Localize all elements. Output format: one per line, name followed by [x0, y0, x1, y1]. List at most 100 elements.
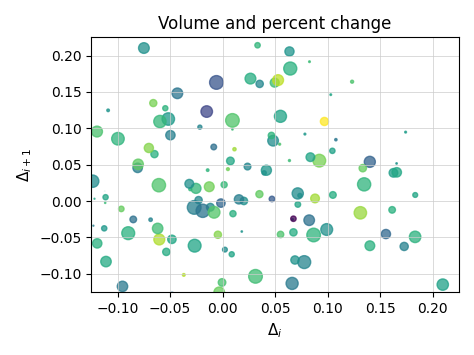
Point	[274, 77, 282, 83]
Point	[227, 158, 234, 164]
Point	[301, 131, 309, 137]
Point	[286, 49, 293, 54]
Point	[90, 223, 97, 229]
Point	[294, 191, 301, 196]
Point	[104, 108, 112, 113]
Point	[235, 197, 243, 202]
Point	[125, 230, 132, 236]
Point	[151, 151, 158, 157]
Point	[228, 126, 236, 132]
Point	[155, 237, 163, 242]
Point	[221, 247, 229, 252]
Point	[254, 43, 261, 48]
Point	[276, 141, 283, 147]
Point	[76, 260, 83, 266]
Point	[180, 272, 188, 278]
Point	[215, 290, 223, 295]
Point	[173, 91, 181, 96]
Point	[320, 119, 328, 124]
Point	[231, 146, 238, 152]
Point	[291, 257, 299, 263]
Point	[85, 255, 92, 260]
Point	[93, 241, 101, 246]
Y-axis label: $\Delta_{i+1}$: $\Delta_{i+1}$	[15, 147, 34, 182]
Point	[327, 92, 335, 98]
Point	[164, 312, 172, 318]
Point	[382, 231, 390, 237]
Point	[164, 116, 172, 122]
Point	[289, 217, 296, 222]
Point	[203, 109, 210, 114]
Point	[191, 243, 199, 248]
Point	[114, 136, 122, 142]
Point	[71, 220, 78, 226]
Point	[140, 45, 148, 51]
Point	[168, 236, 176, 242]
Point	[149, 100, 157, 106]
Point	[411, 234, 419, 240]
Point	[205, 184, 213, 190]
Point	[162, 105, 169, 111]
Point	[100, 225, 108, 231]
Point	[89, 178, 97, 184]
Point	[328, 148, 336, 154]
Point	[118, 284, 126, 289]
Point	[277, 114, 284, 119]
Point	[414, 338, 422, 343]
Point	[366, 243, 374, 248]
Point	[240, 198, 247, 204]
Point	[39, 187, 46, 192]
Point	[102, 259, 110, 264]
Point	[290, 216, 297, 222]
Point	[21, 271, 28, 277]
Point	[388, 207, 396, 213]
Point	[129, 217, 137, 222]
Point	[269, 138, 277, 143]
Point	[290, 230, 297, 235]
Point	[305, 217, 313, 223]
Point	[102, 195, 109, 200]
Point	[218, 280, 226, 285]
Point	[220, 299, 228, 304]
Point	[260, 170, 268, 176]
Point	[228, 251, 236, 257]
Point	[348, 79, 356, 84]
Point	[402, 129, 410, 135]
Point	[263, 168, 270, 173]
Point	[224, 166, 232, 172]
Point	[296, 193, 304, 198]
Point	[286, 66, 294, 71]
Point	[91, 196, 98, 202]
Point	[210, 144, 218, 150]
Point	[238, 229, 246, 234]
Point	[73, 221, 81, 227]
Point	[220, 182, 228, 187]
Point	[252, 273, 259, 279]
Point	[167, 132, 174, 138]
X-axis label: $\Delta_i$: $\Delta_i$	[267, 321, 283, 340]
Point	[156, 119, 164, 124]
Point	[366, 159, 374, 165]
Point	[393, 169, 401, 175]
Point	[390, 170, 397, 176]
Point	[135, 162, 142, 167]
Point	[306, 59, 313, 65]
Point	[192, 186, 200, 191]
Point	[356, 210, 364, 215]
Point	[332, 137, 340, 143]
Point	[46, 197, 53, 202]
Point	[134, 165, 141, 171]
Point	[393, 160, 401, 166]
Point	[76, 280, 84, 286]
Point	[316, 158, 323, 164]
Point	[246, 76, 254, 81]
Point	[123, 317, 130, 323]
Point	[101, 200, 109, 206]
Point	[101, 188, 109, 194]
Point	[60, 245, 67, 250]
Point	[334, 345, 341, 350]
Point	[217, 200, 225, 206]
Point	[268, 133, 275, 138]
Point	[323, 227, 330, 233]
Point	[154, 225, 162, 231]
